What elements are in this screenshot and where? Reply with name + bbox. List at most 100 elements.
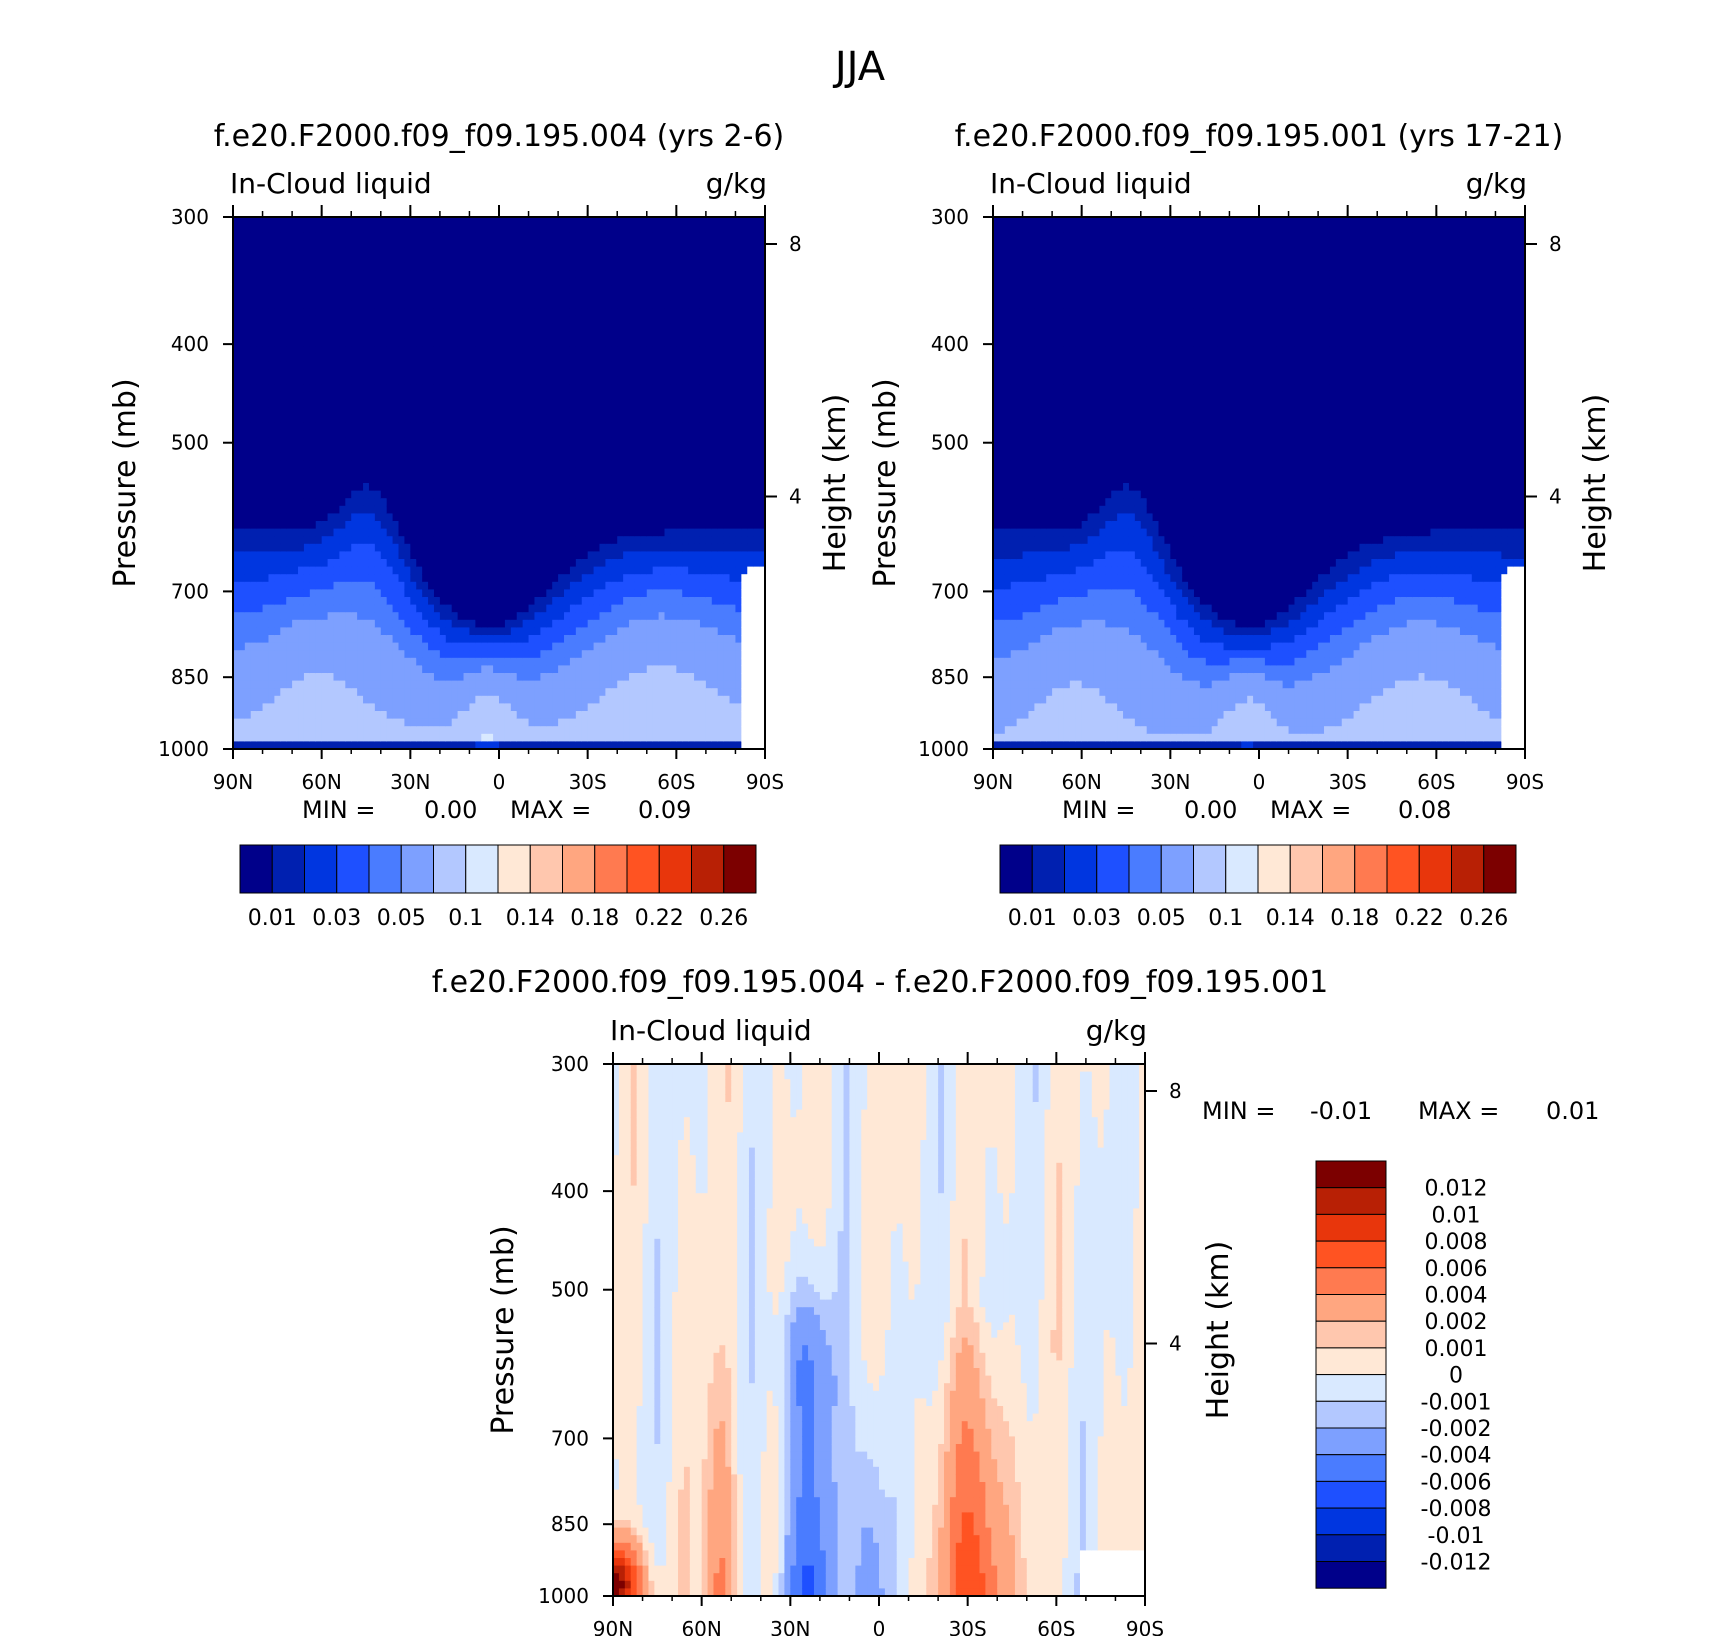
field-cell (392, 285, 400, 294)
field-cell (499, 665, 506, 674)
field-cell (493, 665, 500, 674)
field-cell (493, 695, 500, 704)
field-cell (646, 574, 654, 583)
field-cell (309, 726, 317, 735)
field-cell (510, 566, 518, 575)
field-cell (493, 452, 500, 461)
field-cell (351, 733, 358, 742)
field-cell (481, 323, 488, 332)
field-cell (599, 445, 606, 454)
field-cell (587, 361, 595, 370)
field-cell (581, 726, 589, 735)
field-cell (280, 642, 287, 651)
field-cell (268, 612, 275, 621)
field-cell (569, 483, 577, 492)
field-cell (528, 726, 536, 735)
field-cell (493, 270, 500, 279)
field-cell (380, 589, 388, 598)
field-cell (398, 460, 406, 469)
field-cell (552, 285, 559, 294)
field-cell (315, 665, 323, 674)
field-cell (262, 353, 270, 362)
field-cell (499, 726, 506, 735)
field-cell (558, 650, 565, 659)
field-cell (611, 619, 618, 628)
field-cell (410, 574, 417, 583)
field-cell (528, 475, 536, 484)
field-cell (510, 239, 518, 248)
field-cell (392, 361, 400, 370)
field-cell (398, 551, 406, 560)
field-cell (481, 574, 488, 583)
field-cell (374, 619, 382, 628)
field-cell (268, 566, 275, 575)
field-cell (357, 414, 364, 423)
field-cell (280, 277, 287, 286)
field-cell (629, 498, 636, 507)
field-cell (368, 559, 376, 568)
field-cell (646, 566, 654, 575)
field-cell (499, 346, 506, 355)
field-cell (327, 543, 335, 552)
field-cell (546, 384, 553, 393)
field-cell (321, 323, 329, 332)
field-cell (640, 718, 648, 727)
field-cell (386, 642, 394, 651)
field-cell (327, 376, 335, 385)
field-cell (652, 331, 660, 340)
field-cell (611, 528, 618, 537)
field-cell (487, 391, 494, 400)
field-cell (398, 338, 406, 347)
field-cell (292, 718, 299, 727)
field-cell (392, 369, 400, 378)
field-cell (368, 627, 376, 636)
field-cell (351, 414, 358, 423)
field-cell (333, 498, 340, 507)
field-cell (558, 445, 565, 454)
field-cell (499, 437, 506, 446)
field-cell (433, 414, 441, 423)
field-cell (540, 247, 547, 256)
field-cell (398, 635, 406, 644)
field-cell (268, 384, 275, 393)
field-cell (298, 315, 305, 324)
field-cell (292, 513, 299, 522)
field-cell (339, 232, 346, 241)
field-cell (368, 604, 376, 613)
field-cell (445, 255, 453, 264)
field-cell (280, 551, 287, 560)
field-cell (504, 657, 512, 666)
field-cell (315, 429, 323, 438)
field-cell (410, 581, 417, 590)
field-cell (321, 726, 329, 735)
field-cell (552, 353, 559, 362)
field-cell (298, 597, 305, 606)
field-cell (499, 285, 506, 294)
field-cell (593, 589, 601, 598)
field-cell (605, 361, 612, 370)
field-cell (333, 680, 340, 689)
field-cell (416, 285, 423, 294)
field-cell (558, 551, 565, 560)
field-cell (445, 429, 453, 438)
field-cell (345, 711, 352, 720)
field-cell (481, 384, 488, 393)
field-cell (398, 741, 406, 749)
field-cell (623, 695, 630, 704)
field-cell (623, 414, 630, 423)
field-cell (504, 361, 512, 370)
field-cell (351, 680, 358, 689)
field-cell (623, 627, 630, 636)
field-cell (463, 619, 471, 628)
field-cell (315, 255, 323, 264)
field-cell (534, 399, 541, 408)
field-cell (552, 581, 559, 590)
field-cell (392, 467, 400, 476)
field-cell (646, 308, 654, 317)
field-cell (315, 232, 323, 241)
field-cell (569, 467, 577, 476)
field-cell (646, 346, 654, 355)
field-cell (298, 414, 305, 423)
field-cell (386, 369, 394, 378)
field-cell (575, 521, 583, 530)
